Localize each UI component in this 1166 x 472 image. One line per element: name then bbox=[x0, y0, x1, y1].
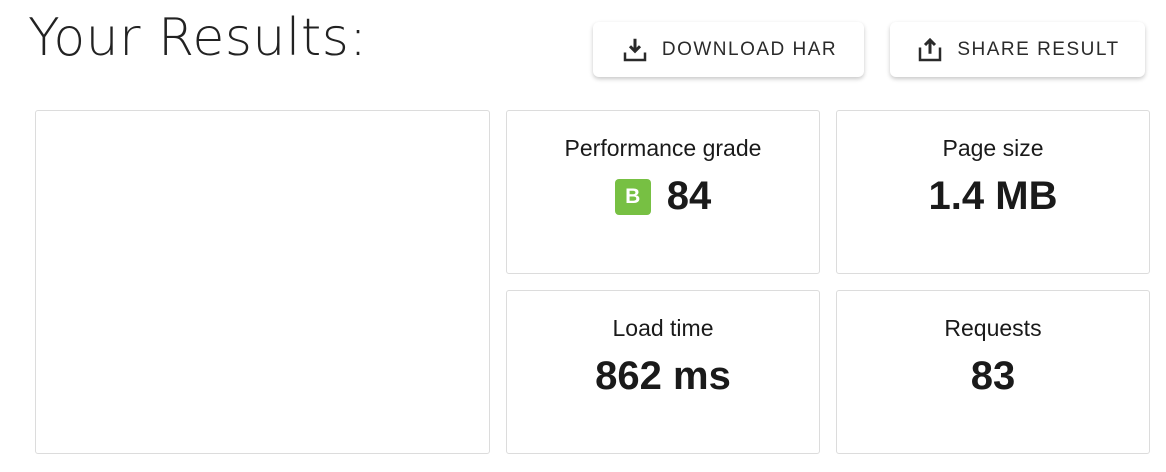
page-title: Your Results: bbox=[28, 8, 368, 68]
performance-grade-value: 84 bbox=[666, 174, 712, 218]
page-size-label: Page size bbox=[942, 135, 1044, 161]
requests-value: 83 bbox=[970, 354, 1016, 398]
performance-grade-label: Performance grade bbox=[564, 135, 762, 161]
share-icon bbox=[919, 37, 942, 61]
page-size-value: 1.4 MB bbox=[928, 174, 1058, 218]
download-har-label: DOWNLOAD HAR bbox=[661, 38, 838, 60]
download-har-button[interactable]: DOWNLOAD HAR bbox=[593, 22, 864, 77]
load-time-value: 862 ms bbox=[595, 354, 731, 398]
requests-label: Requests bbox=[944, 315, 1042, 341]
performance-grade-card: Performance grade B 84 bbox=[506, 110, 820, 274]
share-result-button[interactable]: SHARE RESULT bbox=[890, 22, 1145, 77]
load-time-label: Load time bbox=[612, 315, 714, 341]
download-icon bbox=[623, 38, 647, 61]
requests-card: Requests 83 bbox=[836, 290, 1150, 454]
grade-badge: B bbox=[614, 178, 651, 215]
page-screenshot bbox=[35, 110, 490, 454]
load-time-card: Load time 862 ms bbox=[506, 290, 820, 454]
page-size-card: Page size 1.4 MB bbox=[836, 110, 1150, 274]
share-result-label: SHARE RESULT bbox=[957, 38, 1120, 60]
